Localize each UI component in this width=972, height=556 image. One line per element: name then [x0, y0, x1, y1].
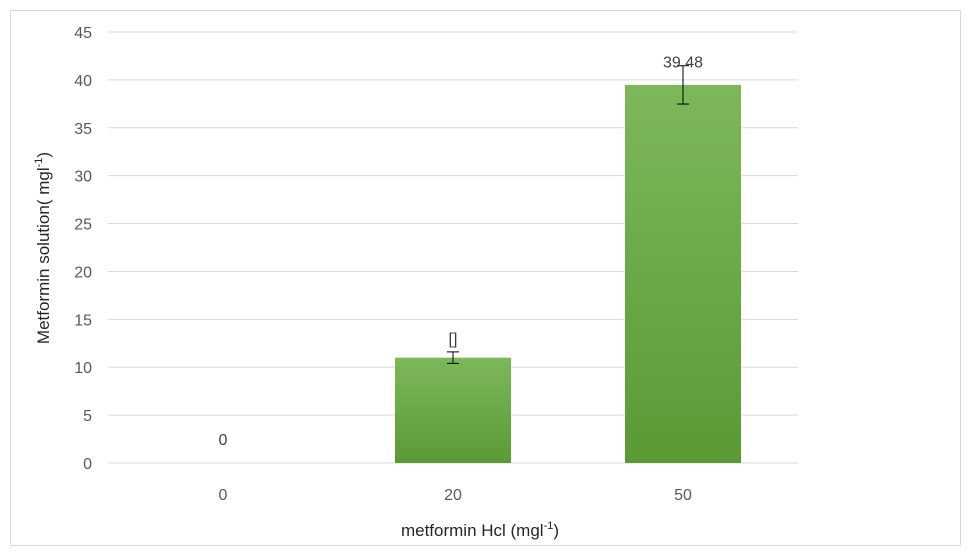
y-axis-ticks: 0 5 10 15 20 25 30 35 40 45: [74, 25, 92, 473]
data-label: []: [449, 331, 458, 348]
x-axis-ticks: 0 20 50: [219, 487, 692, 504]
x-tick-label: 0: [219, 487, 228, 504]
y-axis-title: Metformin solution( mgl-1): [33, 152, 53, 344]
data-labels: 0 [] 39.48: [219, 55, 704, 449]
y-tick-label: 45: [74, 25, 92, 42]
error-bars: [447, 65, 689, 364]
x-tick-label: 50: [674, 487, 692, 504]
bars: [395, 84, 741, 464]
y-tick-label: 15: [74, 312, 92, 329]
bar: [625, 84, 741, 464]
y-tick-label: 5: [83, 408, 92, 425]
x-axis-title: metformin Hcl (mgl-1): [401, 520, 559, 540]
y-tick-label: 20: [74, 264, 92, 281]
y-tick-label: 10: [74, 360, 92, 377]
y-tick-label: 35: [74, 121, 92, 138]
y-tick-label: 25: [74, 217, 92, 234]
y-tick-label: 30: [74, 169, 92, 186]
y-tick-label: 0: [83, 456, 92, 473]
y-tick-label: 40: [74, 73, 92, 90]
x-tick-label: 20: [444, 487, 462, 504]
data-label: 39.48: [663, 55, 703, 72]
bar: [395, 357, 511, 463]
data-label: 0: [219, 432, 228, 449]
